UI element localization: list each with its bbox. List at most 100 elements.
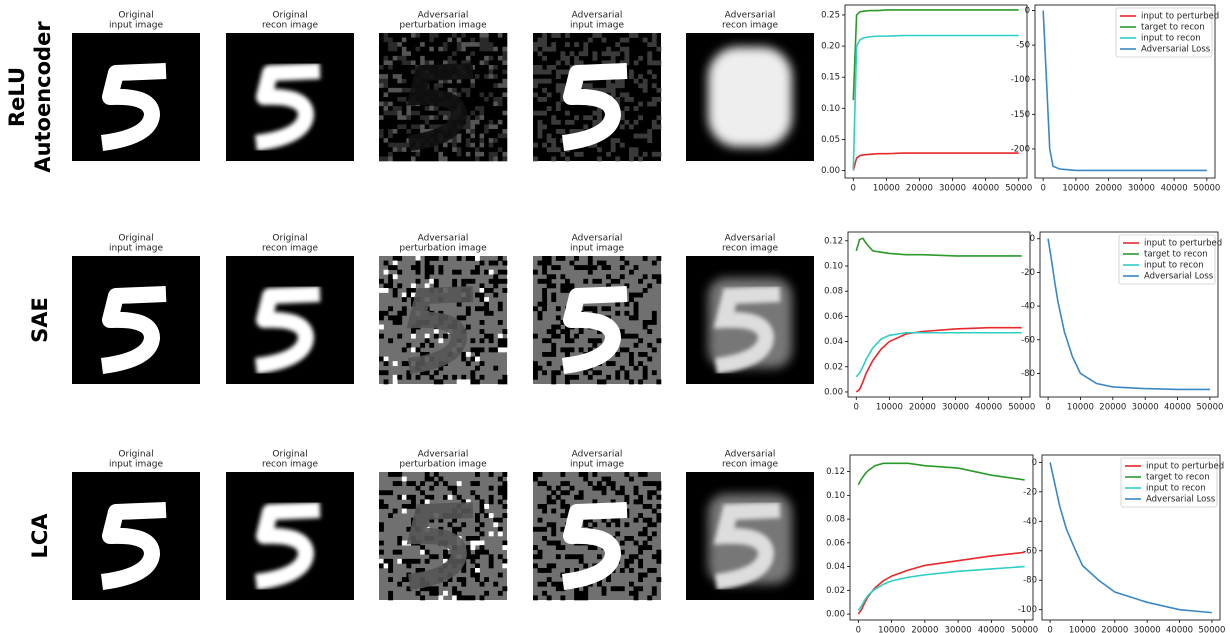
noise-pixel bbox=[538, 554, 543, 559]
noise-pixel bbox=[379, 315, 384, 320]
noise-pixel bbox=[388, 129, 393, 134]
noise-pixel bbox=[406, 124, 411, 129]
noise-pixel bbox=[638, 577, 643, 582]
noise-pixel bbox=[484, 60, 489, 65]
noise-pixel bbox=[565, 329, 570, 334]
noise-pixel bbox=[542, 42, 547, 47]
noise-pixel bbox=[542, 279, 547, 284]
noise-pixel bbox=[592, 370, 597, 375]
noise-pixel bbox=[425, 106, 430, 111]
noise-pixel bbox=[484, 134, 489, 139]
noise-pixel bbox=[489, 60, 494, 65]
noise-pixel bbox=[652, 33, 657, 38]
noise-pixel bbox=[429, 147, 434, 152]
noise-pixel bbox=[542, 302, 547, 307]
noise-pixel bbox=[475, 60, 480, 65]
noise-pixel bbox=[656, 97, 661, 102]
noise-pixel bbox=[565, 111, 570, 116]
noise-pixel bbox=[470, 42, 475, 47]
noise-pixel bbox=[583, 124, 588, 129]
noise-pixel bbox=[579, 554, 584, 559]
noise-pixel bbox=[402, 79, 407, 84]
noise-pixel bbox=[489, 156, 494, 161]
noise-pixel bbox=[470, 573, 475, 578]
noise-pixel bbox=[643, 152, 648, 157]
noise-pixel bbox=[388, 274, 393, 279]
digit-image bbox=[226, 33, 354, 161]
noise-pixel bbox=[624, 47, 629, 52]
noise-pixel bbox=[643, 79, 648, 84]
noise-pixel bbox=[493, 261, 498, 266]
image-caption: Adversarial bbox=[725, 234, 776, 244]
noise-pixel bbox=[475, 518, 480, 523]
noise-pixel bbox=[579, 265, 584, 270]
noise-pixel bbox=[411, 47, 416, 52]
noise-pixel bbox=[402, 97, 407, 102]
noise-pixel bbox=[457, 147, 462, 152]
noise-pixel bbox=[493, 366, 498, 371]
noise-pixel bbox=[388, 124, 393, 129]
noise-pixel bbox=[475, 42, 480, 47]
noise-pixel bbox=[565, 352, 570, 357]
noise-pixel bbox=[652, 274, 657, 279]
noise-pixel bbox=[475, 51, 480, 56]
noise-pixel bbox=[556, 83, 561, 88]
image-caption: Original bbox=[118, 11, 153, 21]
noise-pixel bbox=[629, 334, 634, 339]
noise-pixel bbox=[588, 115, 593, 120]
noise-pixel bbox=[493, 83, 498, 88]
legend-label: input to perturbed bbox=[1144, 239, 1222, 249]
noise-pixel bbox=[429, 47, 434, 52]
noise-pixel bbox=[384, 270, 389, 275]
noise-pixel bbox=[542, 38, 547, 43]
noise-pixel bbox=[574, 554, 579, 559]
noise-pixel bbox=[470, 88, 475, 93]
noise-pixel bbox=[484, 111, 489, 116]
plot-frame bbox=[848, 232, 1030, 397]
image-caption: input image bbox=[109, 21, 164, 31]
noise-pixel bbox=[388, 577, 393, 582]
noise-pixel bbox=[420, 124, 425, 129]
noise-pixel bbox=[384, 288, 389, 293]
noise-pixel bbox=[475, 124, 480, 129]
noise-pixel bbox=[656, 577, 661, 582]
noise-pixel bbox=[475, 38, 480, 43]
noise-pixel bbox=[484, 504, 489, 509]
noise-pixel bbox=[606, 88, 611, 93]
noise-pixel bbox=[402, 83, 407, 88]
noise-pixel bbox=[379, 56, 384, 61]
noise-pixel bbox=[411, 106, 416, 111]
noise-pixel bbox=[384, 111, 389, 116]
noise-pixel bbox=[402, 60, 407, 65]
noise-pixel bbox=[388, 115, 393, 120]
noise-pixel bbox=[502, 129, 507, 134]
noise-pixel bbox=[551, 115, 556, 120]
noise-pixel bbox=[634, 541, 639, 546]
noise-pixel bbox=[402, 70, 407, 75]
noise-pixel bbox=[611, 586, 616, 591]
noise-pixel bbox=[475, 527, 480, 532]
digit-image bbox=[533, 256, 661, 384]
noise-pixel bbox=[384, 92, 389, 97]
noise-pixel bbox=[393, 51, 398, 56]
noise-pixel bbox=[647, 60, 652, 65]
noise-pixel bbox=[420, 47, 425, 52]
noise-pixel bbox=[379, 124, 384, 129]
noise-pixel bbox=[384, 134, 389, 139]
noise-pixel bbox=[416, 265, 421, 270]
noise-pixel bbox=[438, 33, 443, 38]
noise-pixel bbox=[583, 51, 588, 56]
noise-pixel bbox=[397, 495, 402, 500]
noise-pixel bbox=[475, 481, 480, 486]
noise-pixel bbox=[397, 124, 402, 129]
noise-pixel bbox=[597, 582, 602, 587]
noise-pixel bbox=[393, 92, 398, 97]
noise-pixel bbox=[634, 265, 639, 270]
noise-pixel bbox=[384, 79, 389, 84]
noise-pixel bbox=[502, 375, 507, 380]
noise-pixel bbox=[643, 83, 648, 88]
noise-pixel bbox=[502, 88, 507, 93]
noise-pixel bbox=[502, 42, 507, 47]
noise-pixel bbox=[379, 504, 384, 509]
noise-pixel bbox=[556, 256, 561, 261]
